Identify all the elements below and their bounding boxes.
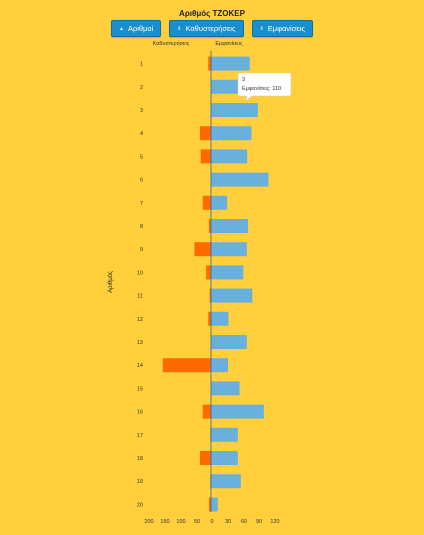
category-label: 9 — [140, 247, 143, 253]
appearance-bar[interactable] — [211, 358, 229, 373]
category-label: 7 — [140, 201, 143, 207]
x-tick-label: 0 — [210, 519, 213, 525]
legend-delays: Καθυστερήσεις — [153, 40, 190, 47]
tooltip-number: 3 — [242, 77, 245, 83]
delay-bar[interactable] — [206, 265, 211, 280]
x-axis-ticks: 200 150 100 50 0 30 60 90 120 — [144, 519, 279, 525]
sort-button-bar: ▲ Αριθμοί ⇕ Καθυστερήσεις ⇕ Εμφανίσεις — [0, 20, 424, 37]
category-label: 11 — [137, 294, 143, 300]
appearance-bar[interactable] — [211, 126, 252, 141]
appearance-bar[interactable] — [211, 79, 239, 94]
tooltip-value: Εμφανίσεις: 110 — [242, 86, 281, 92]
appearance-bar[interactable] — [211, 497, 218, 512]
delay-bar[interactable] — [200, 149, 211, 164]
category-label: 13 — [137, 340, 143, 346]
sort-up-arrow-icon: ▲ — [119, 26, 124, 32]
category-label: 16 — [137, 410, 143, 416]
x-tick-label: 120 — [270, 519, 279, 525]
x-tick-label: 150 — [160, 519, 169, 525]
category-label: 3 — [140, 108, 143, 114]
delay-bar[interactable] — [202, 404, 211, 419]
appearance-bar[interactable] — [211, 404, 264, 419]
appearance-bar[interactable] — [211, 427, 238, 442]
category-label: 18 — [137, 456, 143, 462]
category-label: 12 — [137, 317, 143, 323]
delay-bar[interactable] — [208, 219, 211, 233]
sort-by-number-button[interactable]: ▲ Αριθμοί — [111, 20, 162, 37]
appearance-bar[interactable] — [211, 451, 238, 465]
appearance-bar[interactable] — [211, 265, 244, 280]
sort-updown-arrow-icon: ⇕ — [177, 26, 182, 32]
delay-bar[interactable] — [208, 311, 211, 326]
sort-updown-arrow-icon: ⇕ — [259, 26, 264, 32]
sort-by-delays-label: Καθυστερήσεις — [185, 24, 236, 33]
appearance-bar[interactable] — [211, 103, 258, 117]
appearance-bar[interactable] — [211, 311, 229, 326]
appearance-bar[interactable] — [211, 474, 241, 489]
appearance-bar[interactable] — [211, 219, 249, 233]
appearance-bar[interactable] — [211, 149, 248, 164]
legend-appearances: Εμφανίσεις — [215, 41, 243, 47]
delay-bar[interactable] — [194, 242, 211, 257]
appearance-bar[interactable] — [211, 195, 228, 210]
delay-bar[interactable] — [208, 497, 211, 512]
appearance-bar[interactable] — [211, 288, 253, 303]
x-tick-label: 200 — [144, 519, 153, 525]
tooltip: 3 Εμφανίσεις: 110 — [237, 72, 292, 102]
delay-bar[interactable] — [202, 195, 211, 210]
appearance-bar[interactable] — [211, 381, 240, 396]
delay-bar[interactable] — [162, 358, 211, 373]
y-axis-title: Αριθμός — [107, 271, 114, 293]
delay-bar[interactable] — [209, 288, 211, 303]
category-label: 15 — [137, 386, 143, 392]
category-label: 14 — [137, 363, 143, 369]
delay-bar[interactable] — [199, 451, 211, 465]
category-label: 1 — [140, 62, 143, 68]
x-tick-label: 30 — [225, 519, 231, 525]
delay-bar[interactable] — [199, 126, 211, 141]
sort-by-appearances-button[interactable]: ⇕ Εμφανίσεις — [251, 20, 313, 37]
sort-by-appearances-label: Εμφανίσεις — [267, 24, 305, 33]
x-tick-label: 100 — [176, 519, 185, 525]
category-label: 20 — [137, 502, 143, 508]
sort-by-delays-button[interactable]: ⇕ Καθυστερήσεις — [169, 20, 244, 37]
category-label: 10 — [137, 270, 143, 276]
appearance-bar[interactable] — [211, 56, 250, 71]
category-label: 8 — [140, 224, 143, 230]
x-tick-label: 50 — [194, 519, 200, 525]
x-tick-label: 90 — [256, 519, 262, 525]
sort-by-number-label: Αριθμοί — [127, 24, 154, 33]
category-label: 6 — [140, 178, 143, 184]
category-label: 5 — [140, 154, 143, 160]
category-label: 17 — [137, 433, 143, 439]
appearance-bar[interactable] — [211, 335, 247, 349]
delay-bar[interactable] — [208, 56, 211, 71]
category-label: 2 — [140, 85, 143, 91]
chart-title: Αριθμός ΤΖΟΚΕΡ — [179, 9, 245, 18]
appearance-bar[interactable] — [211, 242, 247, 257]
category-label: 4 — [140, 131, 143, 137]
category-label: 19 — [137, 479, 143, 485]
x-tick-label: 60 — [241, 519, 247, 525]
appearance-bar[interactable] — [211, 172, 269, 187]
